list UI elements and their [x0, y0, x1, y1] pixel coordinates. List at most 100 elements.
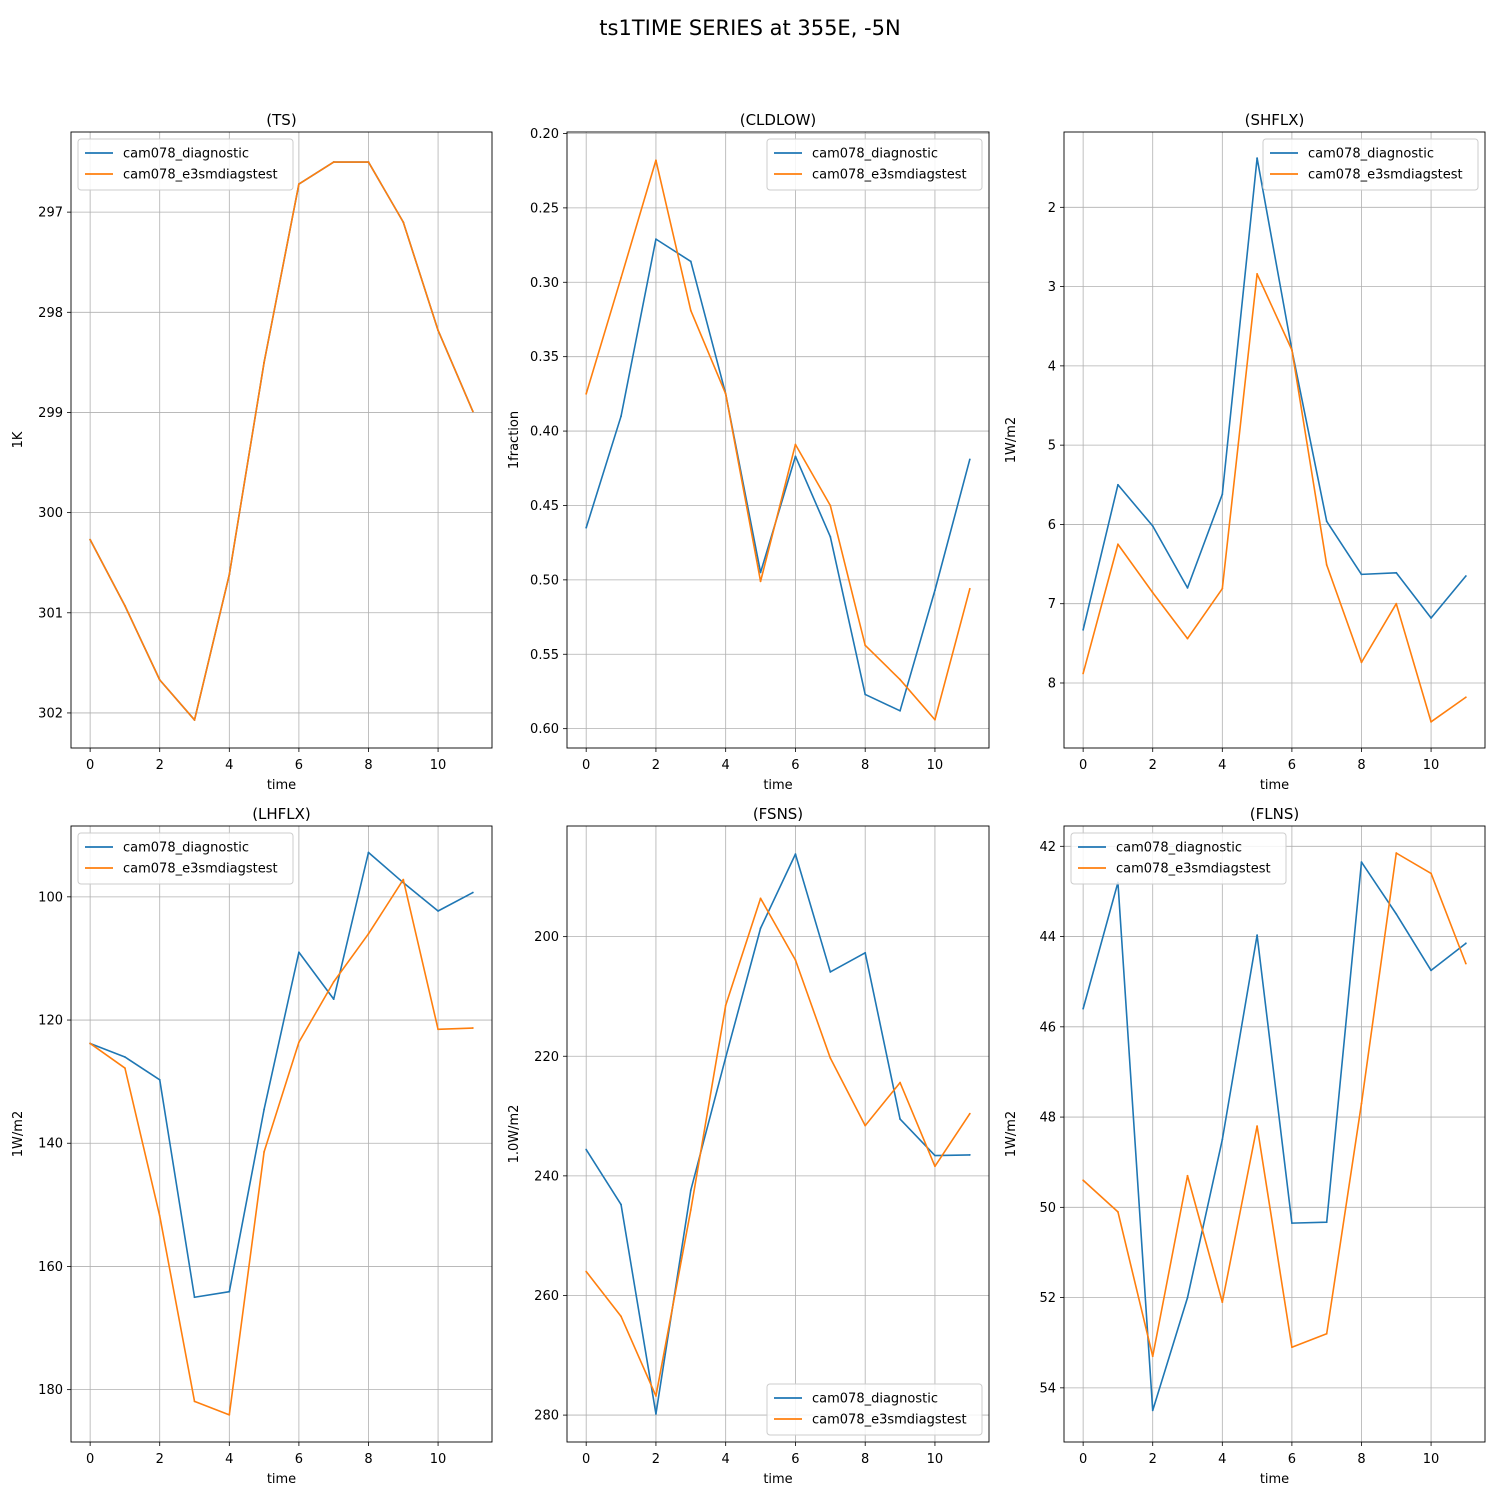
legend-label: cam078_diagnostic	[1116, 841, 1242, 856]
data-point	[437, 1028, 439, 1031]
data-point	[228, 573, 231, 576]
data-point	[1151, 1355, 1154, 1358]
x-tick-label: 4	[722, 758, 730, 773]
data-point	[934, 1154, 936, 1157]
legend-label: cam078_e3smdiagstest	[1116, 862, 1271, 877]
series-line-cam078_diagnostic	[585, 238, 971, 712]
chart-panel-5: 0 2 4 6 8 1042444648505254(FLNS)time1W/m2cam0…	[1004, 805, 1486, 1487]
x-tick-label: 8	[1357, 758, 1365, 773]
legend-label: cam078_e3smdiagstest	[812, 168, 967, 183]
legend: cam078_diagnostic cam078_e3smdiagstest	[1262, 138, 1479, 191]
data-point	[1117, 483, 1119, 486]
x-tick-label: 10	[1423, 1452, 1440, 1467]
data-point	[1290, 349, 1293, 351]
axes-frame	[566, 825, 990, 1443]
legend-label: cam078_diagnostic	[123, 147, 249, 162]
y-tick-label: 2	[1048, 201, 1056, 216]
data-point	[864, 693, 867, 696]
y-tick-label: 301	[38, 606, 63, 621]
x-tick-label: 2	[156, 758, 164, 773]
y-tick-label: 0.25	[530, 201, 559, 216]
data-point	[794, 853, 797, 856]
legend-box	[77, 832, 294, 885]
legend: cam078_diagnostic cam078_e3smdiagstest	[77, 138, 294, 191]
data-point	[158, 1215, 161, 1217]
data-point	[759, 897, 762, 900]
y-tick-label: 0.60	[530, 722, 559, 737]
y-tick-label: 0.50	[530, 573, 559, 588]
data-point	[297, 951, 300, 954]
x-tick-label: 10	[927, 1452, 944, 1467]
data-point	[689, 1189, 692, 1192]
data-point	[471, 410, 474, 413]
y-tick-label: 297	[38, 206, 63, 221]
data-point	[1256, 157, 1259, 160]
legend-box	[77, 138, 294, 191]
data-point	[585, 1270, 588, 1273]
series-line-cam078_e3smdiagstest	[1082, 273, 1467, 723]
data-point	[1360, 573, 1363, 576]
y-tick-label: 48	[1039, 1111, 1056, 1126]
data-point	[1395, 571, 1398, 574]
y-tick-label: 54	[1039, 1381, 1056, 1396]
x-tick-label: 8	[1357, 1452, 1365, 1467]
data-point	[968, 1154, 971, 1156]
data-point	[1221, 493, 1224, 496]
data-point	[934, 718, 936, 721]
data-point	[829, 504, 832, 507]
data-point	[297, 183, 300, 185]
y-tick-label: 50	[1039, 1201, 1056, 1216]
legend-label: cam078_e3smdiagstest	[812, 1413, 967, 1428]
data-point	[297, 1041, 300, 1044]
x-axis-label: time	[1260, 1472, 1289, 1487]
y-axis-label: 1W/m2	[1004, 1111, 1019, 1157]
chart-panel-4: 0 2 4 6 8 10 200 220 240 260 280 (FSNS) time 1.0W/m2 c…	[507, 805, 990, 1487]
data-point	[655, 159, 657, 162]
data-point	[899, 709, 901, 712]
y-tick-label: 0.45	[530, 499, 559, 514]
x-tick-label: 4	[1218, 1452, 1226, 1467]
data-point	[794, 959, 797, 961]
data-point	[124, 604, 126, 607]
y-tick-label: 140	[38, 1137, 63, 1152]
legend-label: cam078_diagnostic	[1308, 147, 1434, 162]
y-tick-label: 7	[1048, 597, 1056, 612]
data-point	[585, 526, 588, 529]
legend: cam078_diagnostic cam078_e3smdiagstest	[1070, 832, 1287, 885]
data-point	[1151, 1409, 1154, 1412]
data-point	[367, 161, 370, 163]
data-point	[193, 719, 196, 721]
y-axis-label: 1fraction	[507, 411, 522, 469]
chart-panel-2: 0 2 4 6 8 10 2 3 4 5 6 7 8 (SHFLX) time 1W/m2 cam078_dia…	[1004, 111, 1486, 793]
data-point	[1360, 661, 1363, 664]
y-tick-label: 160	[38, 1260, 63, 1275]
data-point	[1186, 637, 1189, 640]
data-point	[1221, 587, 1224, 590]
data-point	[585, 1148, 588, 1151]
x-tick-label: 4	[722, 1452, 730, 1467]
data-point	[1464, 942, 1467, 945]
y-tick-label: 3	[1048, 280, 1056, 295]
data-point	[1186, 586, 1189, 589]
data-point	[367, 932, 370, 935]
legend-label: cam078_e3smdiagstest	[123, 862, 278, 877]
legend-box	[1070, 832, 1287, 885]
data-point	[193, 1296, 196, 1299]
data-point	[437, 910, 439, 912]
data-point	[585, 392, 588, 395]
x-tick-label: 2	[1149, 758, 1157, 773]
y-tick-label: 302	[38, 706, 63, 721]
data-point	[724, 1004, 727, 1007]
x-tick-label: 0	[1079, 1452, 1087, 1467]
legend-box	[766, 1383, 983, 1436]
data-point	[620, 276, 622, 279]
y-tick-label: 0.55	[530, 648, 559, 663]
data-point	[193, 1400, 196, 1403]
data-point	[124, 1067, 126, 1069]
legend: cam078_diagnostic cam078_e3smdiagstest	[77, 832, 294, 885]
x-tick-label: 8	[861, 758, 869, 773]
data-point	[968, 458, 971, 461]
data-point	[471, 891, 474, 894]
chart-title: (SHFLX)	[1245, 111, 1305, 129]
data-point	[1395, 913, 1398, 915]
